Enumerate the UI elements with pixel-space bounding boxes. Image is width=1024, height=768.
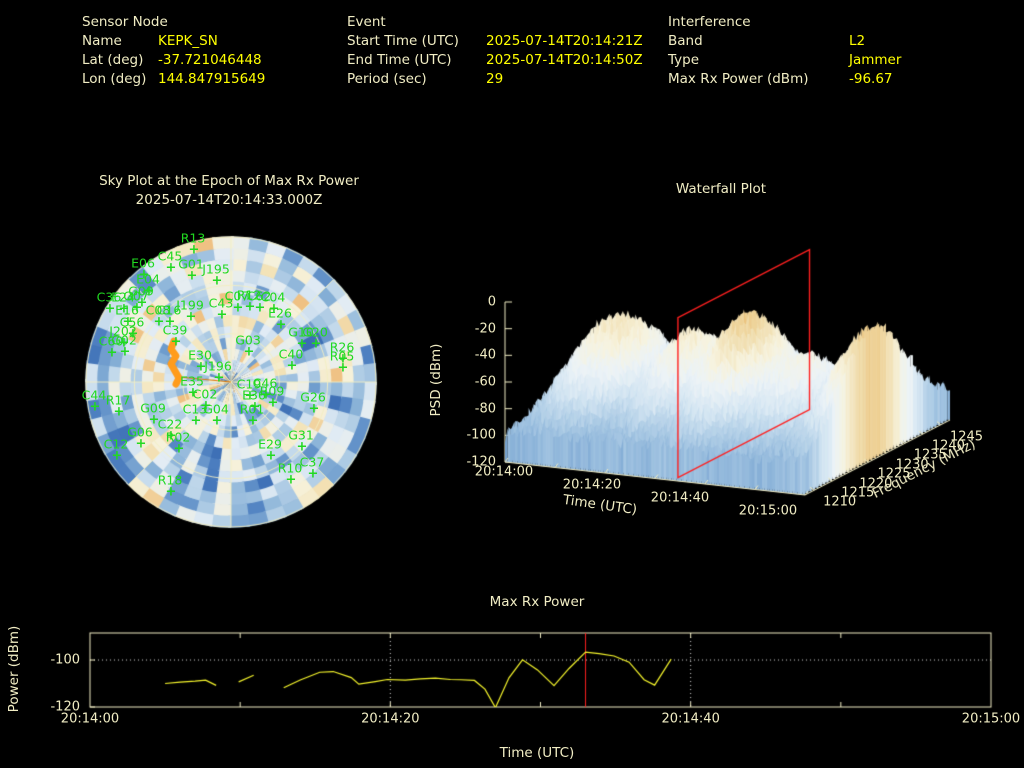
interference-type-value: Jammer xyxy=(849,52,902,68)
interference-maxpower-value: -96.67 xyxy=(849,71,893,87)
event-period-label: Period (sec) xyxy=(347,71,427,87)
sky-plot-title: Sky Plot at the Epoch of Max Rx Power xyxy=(99,173,359,189)
interference-band-value: L2 xyxy=(849,33,866,49)
event-end-value: 2025-07-14T20:14:50Z xyxy=(486,52,643,68)
sensor-lon-label: Lon (deg) xyxy=(82,71,147,87)
event-section-title: Event xyxy=(347,14,386,30)
event-start-value: 2025-07-14T20:14:21Z xyxy=(486,33,643,49)
time-x-axis-label: Time (UTC) xyxy=(499,745,575,761)
interference-band-label: Band xyxy=(668,33,703,49)
event-end-label: End Time (UTC) xyxy=(347,52,452,68)
waterfall-title: Waterfall Plot xyxy=(675,181,767,197)
waterfall-canvas xyxy=(400,225,1024,535)
sensor-lon-value: 144.847915649 xyxy=(158,71,266,87)
sensor-node-section-title: Sensor Node xyxy=(82,14,168,30)
power-ytick-120: -120 xyxy=(50,699,80,715)
sensor-name-value: KEPK_SN xyxy=(158,33,218,49)
max-rx-power-title: Max Rx Power xyxy=(489,594,585,610)
sensor-name-label: Name xyxy=(82,33,122,49)
sky-plot-subtitle: 2025-07-14T20:14:33.000Z xyxy=(135,192,323,208)
event-period-value: 29 xyxy=(486,71,504,87)
max-rx-power-canvas xyxy=(0,580,1024,730)
power-y-axis-label: Power (dBm) xyxy=(6,625,22,713)
sensor-lat-value: -37.721046448 xyxy=(158,52,262,68)
sky-plot-canvas xyxy=(81,232,381,532)
interference-maxpower-label: Max Rx Power (dBm) xyxy=(668,71,809,87)
power-ytick-100: -100 xyxy=(50,652,80,668)
sensor-lat-label: Lat (deg) xyxy=(82,52,144,68)
interference-section-title: Interference xyxy=(668,14,751,30)
interference-type-label: Type xyxy=(668,52,700,68)
event-start-label: Start Time (UTC) xyxy=(347,33,459,49)
waterfall-z-axis-label: PSD (dBm) xyxy=(428,343,444,417)
